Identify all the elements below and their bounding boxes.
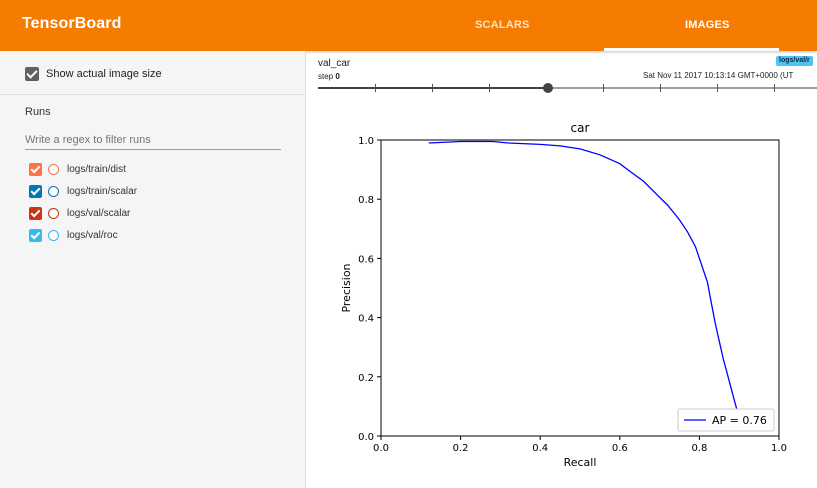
step-value: 0 (335, 72, 340, 81)
show-actual-size-checkbox[interactable] (25, 67, 39, 81)
slider-tick (603, 84, 604, 92)
step-indicator: step 0 (318, 72, 340, 81)
run-checkbox[interactable] (29, 162, 42, 176)
slider-knob[interactable] (542, 83, 553, 93)
run-row[interactable]: logs/val/scalar (29, 202, 137, 224)
y-tick-label: 1.0 (358, 136, 374, 147)
check-icon (30, 185, 41, 195)
y-tick-label: 0.2 (358, 373, 374, 384)
legend-box (677, 408, 775, 432)
step-label: step (318, 72, 334, 81)
y-tick-label: 0.8 (358, 195, 374, 206)
show-actual-size-toggle[interactable]: Show actual image size (25, 67, 162, 81)
show-actual-size-label: Show actual image size (46, 68, 162, 80)
run-checkbox[interactable] (29, 228, 42, 242)
run-row[interactable]: logs/train/scalar (29, 180, 137, 202)
run-checkbox[interactable] (29, 206, 42, 220)
step-slider[interactable] (318, 82, 817, 94)
x-tick-label: 0.8 (691, 443, 707, 454)
runs-list: logs/train/dist logs/train/scalar logs/val… (29, 158, 137, 246)
check-icon (30, 229, 41, 239)
y-axis-label: Precision (340, 263, 353, 312)
check-icon (30, 163, 41, 173)
app-title: TensorBoard (22, 15, 122, 32)
slider-tick (489, 84, 490, 92)
x-tick-label: 0.6 (612, 443, 628, 454)
sidebar: Show actual image size Runs logs/train/d… (0, 51, 306, 488)
slider-track[interactable] (318, 87, 817, 89)
run-label: logs/val/roc (67, 229, 118, 241)
run-row[interactable]: logs/train/dist (29, 158, 137, 180)
slider-tick (375, 84, 376, 92)
active-tab-indicator (604, 48, 779, 51)
y-tick-label: 0.6 (358, 254, 374, 265)
run-filter-input[interactable] (25, 131, 281, 150)
tab-scalars[interactable]: SCALARS (475, 19, 530, 31)
x-tick-label: 0.4 (532, 443, 548, 454)
y-tick-label: 0.0 (358, 432, 374, 443)
y-tick-label: 0.4 (358, 314, 374, 325)
run-chip: logs/val/r (776, 56, 813, 66)
check-icon (30, 207, 41, 217)
check-icon (26, 67, 38, 79)
x-tick-label: 1.0 (771, 443, 787, 454)
legend-label: AP = 0.76 (712, 414, 767, 427)
run-checkbox[interactable] (29, 184, 42, 198)
run-row[interactable]: logs/val/roc (29, 224, 137, 246)
tab-images[interactable]: IMAGES (685, 19, 730, 31)
run-label: logs/train/scalar (67, 185, 138, 197)
app-header: TensorBoard SCALARS IMAGES (0, 0, 817, 51)
pr-curve-line (428, 140, 744, 431)
x-tick-label: 0.2 (453, 443, 469, 454)
slider-tick (774, 84, 775, 92)
run-color-icon[interactable] (48, 163, 59, 175)
run-label: logs/val/scalar (67, 207, 131, 219)
slider-tick (660, 84, 661, 92)
run-label: logs/train/dist (67, 163, 126, 175)
image-timestamp: Sat Nov 11 2017 10:13:14 GMT+0000 (UT (643, 71, 794, 80)
run-color-icon[interactable] (48, 229, 59, 241)
sidebar-divider (0, 94, 305, 95)
plot-frame (380, 139, 780, 437)
pr-curve-chart: car 0.0 0.2 0.4 0.6 0.8 1.0 0.0 0.2 0.4 0.6 0.8 1.0 R… (340, 121, 787, 469)
chart-title: car (571, 121, 590, 135)
run-color-icon[interactable] (48, 185, 59, 197)
run-color-icon[interactable] (48, 207, 59, 219)
slider-tick (432, 84, 433, 92)
image-card-title: val_car (318, 58, 351, 69)
x-axis-label: Recall (564, 456, 597, 469)
x-tick-label: 0.0 (373, 443, 389, 454)
slider-tick (717, 84, 718, 92)
runs-title: Runs (25, 106, 51, 118)
